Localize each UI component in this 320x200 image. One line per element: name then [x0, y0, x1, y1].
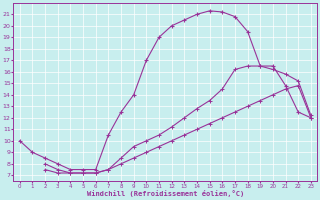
X-axis label: Windchill (Refroidissement éolien,°C): Windchill (Refroidissement éolien,°C) [87, 190, 244, 197]
